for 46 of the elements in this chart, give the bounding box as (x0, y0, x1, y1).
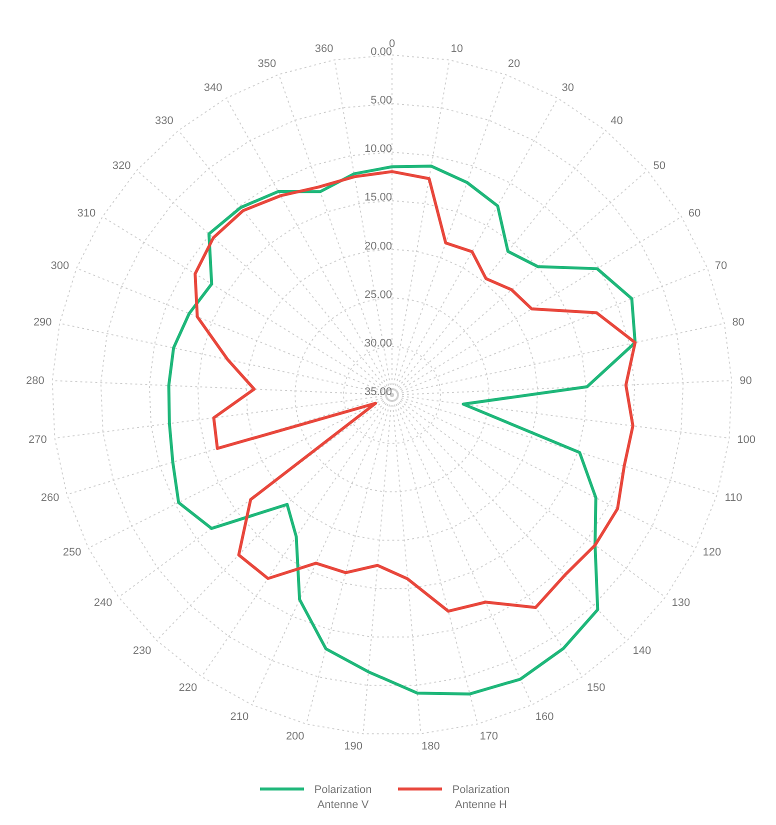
spoke-label: 90 (740, 375, 752, 388)
spoke-label: 110 (724, 492, 742, 504)
spoke-label: 130 (672, 596, 690, 609)
spoke-label: 70 (714, 260, 728, 272)
spoke-label: 120 (702, 546, 722, 559)
spoke-label: 290 (33, 316, 52, 329)
spoke-label: 300 (50, 260, 70, 272)
spoke-label: 310 (77, 207, 96, 220)
spoke-label: 350 (258, 58, 276, 70)
spoke-label: 240 (94, 596, 112, 609)
spoke-label: 210 (230, 710, 249, 723)
spoke-label: 320 (112, 160, 131, 172)
spoke-label: 250 (62, 546, 82, 559)
spoke-label: 100 (737, 434, 756, 446)
y-tick-label: 0.00 (370, 46, 392, 58)
spoke-label: 10 (450, 43, 464, 56)
y-tick-label: 10.00 (364, 143, 392, 156)
spoke-label: 220 (178, 682, 198, 694)
spoke-label: 20 (508, 58, 520, 70)
y-tick-label: 15.00 (364, 192, 392, 204)
spoke-label: 200 (286, 730, 304, 743)
legend-label: Polarization Antenne H (451, 783, 511, 813)
spoke-label: 40 (610, 115, 623, 128)
spoke-label: 140 (632, 645, 652, 658)
spoke-label: 180 (422, 740, 440, 753)
spoke-label: 280 (26, 375, 44, 388)
spoke-label: 260 (40, 492, 60, 504)
y-tick-label: 20.00 (364, 240, 392, 252)
spoke-label: 160 (535, 710, 554, 723)
spoke-label: 360 (314, 43, 334, 56)
spoke-label: 270 (28, 434, 47, 446)
spoke-label: 190 (344, 740, 362, 753)
spoke-label: 50 (653, 160, 666, 172)
spoke-label: 230 (132, 645, 152, 658)
spoke-label: 340 (204, 82, 222, 94)
spoke-label: 60 (688, 207, 701, 220)
spoke-label: 330 (155, 115, 174, 128)
y-tick-label: 30.00 (364, 337, 392, 350)
spoke-label: 30 (562, 82, 574, 94)
y-tick-label: 35.00 (364, 386, 392, 398)
y-tick-label: 25.00 (364, 288, 392, 301)
legend-label: Polarization Antenne V (313, 783, 373, 813)
spoke-label: 80 (732, 316, 744, 329)
spoke-label: 150 (586, 682, 606, 694)
spoke-label: 170 (480, 730, 498, 743)
y-tick-label: 5.00 (370, 94, 392, 107)
